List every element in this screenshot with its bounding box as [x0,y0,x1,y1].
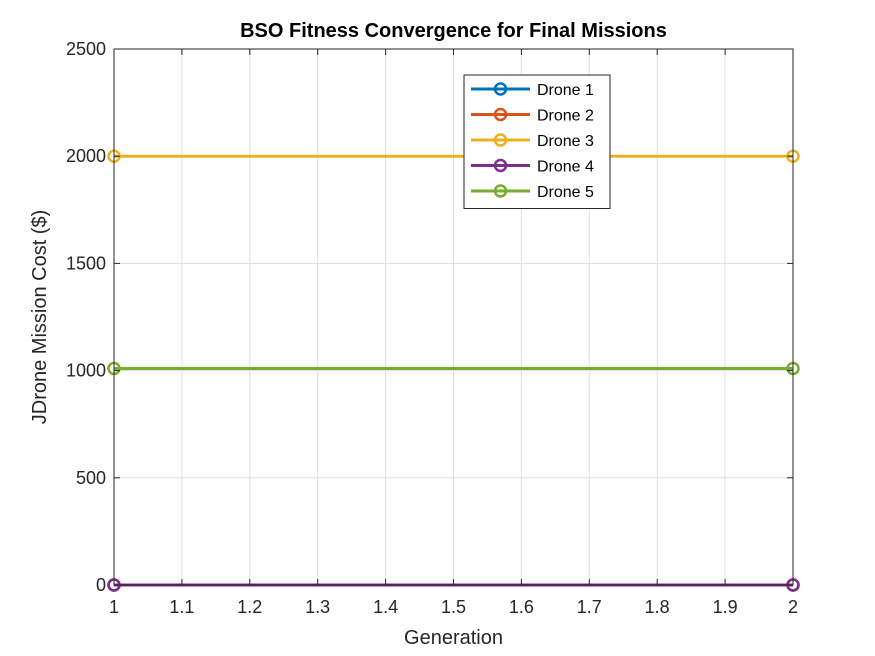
x-tick-label: 1.9 [713,597,738,617]
legend-item-drone-2[interactable]: Drone 2 [471,108,594,125]
x-tick-label: 2 [788,597,798,617]
x-tick-label: 1.1 [169,597,194,617]
legend-label: Drone 4 [537,159,594,176]
y-tick-label: 2000 [66,146,106,166]
legend-item-drone-5[interactable]: Drone 5 [471,184,594,201]
legend-label: Drone 3 [537,133,594,150]
legend-label: Drone 1 [537,82,594,99]
legend-box [463,74,611,209]
x-tick-label: 1.4 [373,597,398,617]
x-axis-label: Generation [404,627,503,649]
legend-marker [493,107,508,122]
y-tick-label: 2500 [66,39,106,59]
x-tick-label: 1.3 [305,597,330,617]
chart-title: BSO Fitness Convergence for Final Missio… [240,20,667,42]
legend[interactable]: Drone 1 Drone 2 Drone 3 Drone 4 Drone 5 [463,74,611,209]
legend-item-drone-1[interactable]: Drone 1 [471,82,594,99]
x-tick-label: 1.5 [441,597,466,617]
y-tick-label: 500 [76,468,106,488]
legend-item-drone-4[interactable]: Drone 4 [471,159,594,176]
x-tick-label: 1.7 [577,597,602,617]
legend-marker [493,82,508,96]
legend-marker [493,184,508,198]
legend-label: Drone 5 [537,184,594,201]
y-tick-label: 1000 [66,361,106,381]
legend-marker [493,133,508,147]
axes: 1 1.1 1.2 1.3 1.4 1.5 1.6 1.7 1.8 1.9 2 0 500 1000 150… [66,39,798,617]
legend-label: Drone 2 [537,108,594,125]
y-tick-label: 1500 [66,253,106,273]
x-tick-label: 1.6 [509,597,534,617]
y-tick-label: 0 [96,575,106,595]
x-tick-label: 1 [109,597,119,617]
x-tick-label: 1.8 [645,597,670,617]
x-tick-label: 1.2 [237,597,262,617]
y-axis-label: JDrone Mission Cost ($) [29,210,51,425]
legend-marker [493,158,508,173]
legend-item-drone-3[interactable]: Drone 3 [471,133,594,150]
